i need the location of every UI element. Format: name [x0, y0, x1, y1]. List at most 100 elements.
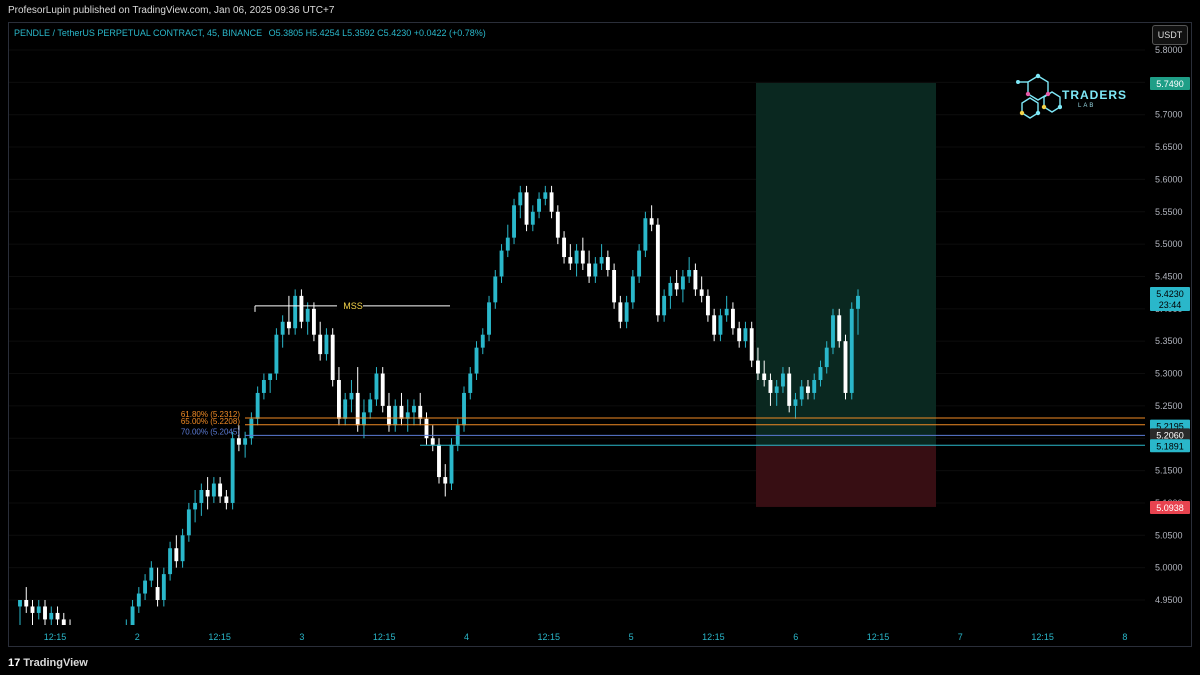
- candle-body: [730, 308, 735, 329]
- chart-frame[interactable]: [8, 22, 1192, 647]
- candle-body: [843, 341, 848, 393]
- tradingview-mark-icon: 17: [8, 657, 21, 669]
- candle-body: [537, 198, 541, 212]
- candle-body: [499, 250, 504, 277]
- candle-countdown: 23:44: [1159, 300, 1182, 310]
- candle-body: [487, 302, 491, 335]
- candle-body: [831, 315, 835, 348]
- stop-price-tag-bg: [1150, 500, 1190, 514]
- candle-body: [286, 321, 291, 329]
- candle-body: [449, 444, 454, 484]
- candle-body: [756, 360, 760, 374]
- candle-body: [130, 606, 135, 625]
- candle-body: [743, 328, 748, 342]
- price-tick-label: 5.6500: [1155, 142, 1183, 152]
- candle-body: [680, 276, 685, 290]
- candle-body: [211, 483, 216, 497]
- price-tick-label: 5.0000: [1155, 563, 1183, 573]
- candle-body: [18, 600, 22, 607]
- candle-body: [505, 237, 510, 251]
- candle-body: [668, 282, 673, 296]
- candle-body: [637, 250, 642, 277]
- candle-body: [174, 548, 179, 562]
- fib-70-label: 70.00% (5.2045): [181, 427, 240, 436]
- candle-body: [293, 295, 298, 329]
- candle-body: [749, 328, 754, 361]
- candle-body: [430, 438, 435, 445]
- candle-body: [30, 606, 35, 613]
- time-tick-label: 5: [629, 632, 634, 642]
- candle-body: [599, 257, 604, 264]
- candle-body: [68, 626, 72, 632]
- candle-body: [330, 334, 335, 380]
- candle-body: [311, 308, 316, 335]
- candle-body: [768, 380, 773, 393]
- price-tick-label: 5.2500: [1155, 401, 1183, 411]
- candle-body: [580, 250, 585, 264]
- stop-price-tag: 5.0938: [1156, 503, 1184, 513]
- candle-body: [643, 218, 648, 251]
- candle-body: [318, 334, 323, 355]
- candle-body: [81, 639, 85, 645]
- candle-body: [405, 412, 410, 419]
- candle-body: [856, 295, 860, 309]
- symbol-title: PENDLE / TetherUS PERPETUAL CONTRACT, 45…: [14, 28, 263, 38]
- candle-body: [74, 632, 78, 638]
- candle-body: [687, 270, 692, 277]
- candle-body: [630, 276, 635, 303]
- candle-body: [124, 626, 128, 639]
- candle-body: [612, 270, 617, 303]
- candle-body: [493, 276, 498, 303]
- candle-body: [168, 548, 173, 575]
- tradingview-logo[interactable]: 17 TradingView: [8, 657, 88, 669]
- candle-body: [443, 477, 448, 484]
- candle-body: [393, 405, 398, 426]
- candle-body: [849, 308, 854, 393]
- candle-body: [24, 600, 29, 607]
- time-tick-label: 2: [135, 632, 140, 642]
- candle-body: [36, 606, 41, 613]
- price-tick-label: 5.5000: [1155, 239, 1183, 249]
- candle-body: [230, 438, 235, 503]
- candle-body: [480, 334, 485, 348]
- candle-body: [468, 373, 473, 393]
- candle-body: [199, 490, 204, 503]
- footer-bar: 17 TradingView: [0, 650, 1200, 675]
- time-tick-label: 7: [958, 632, 963, 642]
- candle-body: [655, 224, 660, 316]
- candle-body: [712, 315, 717, 335]
- candle-body: [299, 295, 304, 322]
- candle-body: [524, 192, 529, 225]
- time-tick-label: 4: [464, 632, 469, 642]
- candle-body: [774, 386, 779, 393]
- candle-body: [674, 282, 679, 290]
- candle-body: [243, 438, 248, 445]
- price-tick-label: 5.3000: [1155, 369, 1183, 379]
- candle-body: [618, 302, 623, 322]
- candle-body: [568, 257, 573, 264]
- candle-body: [587, 263, 592, 277]
- target-price-tag: 5.7490: [1156, 79, 1184, 89]
- mss-label-bg: [337, 299, 363, 312]
- candle-body: [705, 295, 710, 316]
- price-tick-label: 5.7000: [1155, 110, 1183, 120]
- candle-body: [799, 386, 804, 400]
- candle-body: [555, 211, 560, 238]
- price-tick-label: 5.8000: [1155, 45, 1183, 55]
- price-tick-label: 5.6000: [1155, 174, 1183, 184]
- price-tick-label: 5.4500: [1155, 271, 1183, 281]
- candle-body: [280, 321, 285, 335]
- candle-body: [418, 405, 423, 419]
- candle-body: [462, 392, 466, 426]
- candle-body: [268, 373, 273, 380]
- currency-button[interactable]: USDT: [1152, 25, 1188, 45]
- candle-body: [205, 490, 210, 497]
- candle-body: [806, 386, 810, 393]
- candle-body: [818, 367, 823, 380]
- candle-body: [605, 257, 610, 270]
- target-price-tag-bg: [1150, 77, 1190, 90]
- candle-body: [224, 496, 229, 503]
- candlestick-chart[interactable]: 5.80005.75005.70005.65005.60005.55005.50…: [0, 0, 1200, 650]
- price-tick-label: 5.1500: [1155, 466, 1183, 476]
- candle-body: [724, 308, 729, 316]
